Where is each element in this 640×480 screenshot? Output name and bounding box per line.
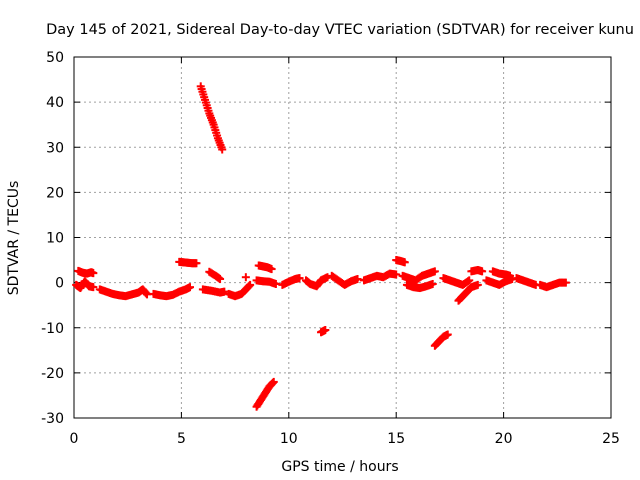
data-point <box>192 259 201 268</box>
series-arc-27 <box>488 267 515 280</box>
data-point <box>89 269 98 278</box>
y-tick-label: 30 <box>46 140 64 156</box>
y-tick-label: 40 <box>46 95 64 111</box>
series-arc-18 <box>359 269 401 285</box>
data-point <box>443 330 452 339</box>
data-point <box>218 145 227 154</box>
data-point <box>392 270 401 279</box>
series-arc-19 <box>392 256 409 267</box>
y-axis-label: SDTVAR / TECUs <box>6 181 22 296</box>
series-arc-22 <box>430 330 452 350</box>
series-arc-20 <box>398 267 439 285</box>
data-point <box>465 276 474 285</box>
x-tick-label: 25 <box>602 431 620 447</box>
series-arc-23 <box>439 274 474 289</box>
series-arc-17 <box>327 271 362 289</box>
data-point <box>269 377 278 386</box>
series-arc-1 <box>74 266 98 278</box>
series-arc-25 <box>467 265 487 276</box>
data-points <box>72 82 570 411</box>
data-point <box>246 280 255 289</box>
data-point <box>89 283 98 292</box>
y-tick-label: 0 <box>55 276 64 292</box>
series-arc-10 <box>241 273 250 282</box>
data-point <box>321 326 330 335</box>
series-arc-5 <box>175 257 201 268</box>
y-tick-label: -20 <box>41 366 64 382</box>
grid <box>74 57 611 418</box>
data-point <box>353 275 362 284</box>
y-tick-labels: -30 -20 -10 0 10 20 30 40 50 <box>41 50 64 427</box>
data-point <box>216 275 225 284</box>
data-point <box>506 271 515 280</box>
data-point <box>295 274 304 283</box>
data-point <box>185 283 194 292</box>
x-tick-label: 20 <box>495 431 513 447</box>
series-arc-8 <box>205 267 225 284</box>
data-point <box>430 267 439 276</box>
x-axis-label: GPS time / hours <box>281 459 398 475</box>
data-point <box>561 278 570 287</box>
x-tick-label: 0 <box>70 431 79 447</box>
series-arc-2 <box>72 277 98 293</box>
x-tick-label: 15 <box>387 431 405 447</box>
chart-title: Day 145 of 2021, Sidereal Day-to-day VTE… <box>46 22 634 38</box>
series-arc-12 <box>252 276 280 288</box>
series-arc-28 <box>512 274 540 289</box>
series-arc-15 <box>301 273 332 291</box>
series-arc-14 <box>278 274 304 289</box>
series-arc-4 <box>149 283 194 301</box>
series-arc-24 <box>454 280 482 305</box>
x-tick-labels: 0 5 10 15 20 25 <box>70 431 620 447</box>
x-tick-label: 5 <box>177 431 186 447</box>
y-tick-label: -10 <box>41 321 64 337</box>
series-arc-29 <box>536 278 570 292</box>
y-tick-label: 10 <box>46 231 64 247</box>
series-arc-16 <box>317 326 330 337</box>
series-arc-3 <box>95 285 152 301</box>
data-point <box>473 280 482 289</box>
y-tick-label: -30 <box>41 411 64 427</box>
data-point <box>478 267 487 276</box>
data-point <box>400 258 409 267</box>
series-arc-9 <box>224 280 255 301</box>
series-arc-13 <box>252 377 278 411</box>
y-tick-label: 20 <box>46 185 64 201</box>
data-point <box>241 273 250 282</box>
y-tick-label: 50 <box>46 50 64 66</box>
series-arc-7 <box>198 285 229 297</box>
series-arc-6 <box>196 82 227 154</box>
series-arc-21 <box>402 279 437 293</box>
data-point <box>428 279 437 288</box>
data-point <box>267 265 276 274</box>
axis-ticks <box>73 56 612 419</box>
x-tick-label: 10 <box>280 431 298 447</box>
data-point <box>220 287 229 296</box>
series-arc-11 <box>254 261 276 274</box>
